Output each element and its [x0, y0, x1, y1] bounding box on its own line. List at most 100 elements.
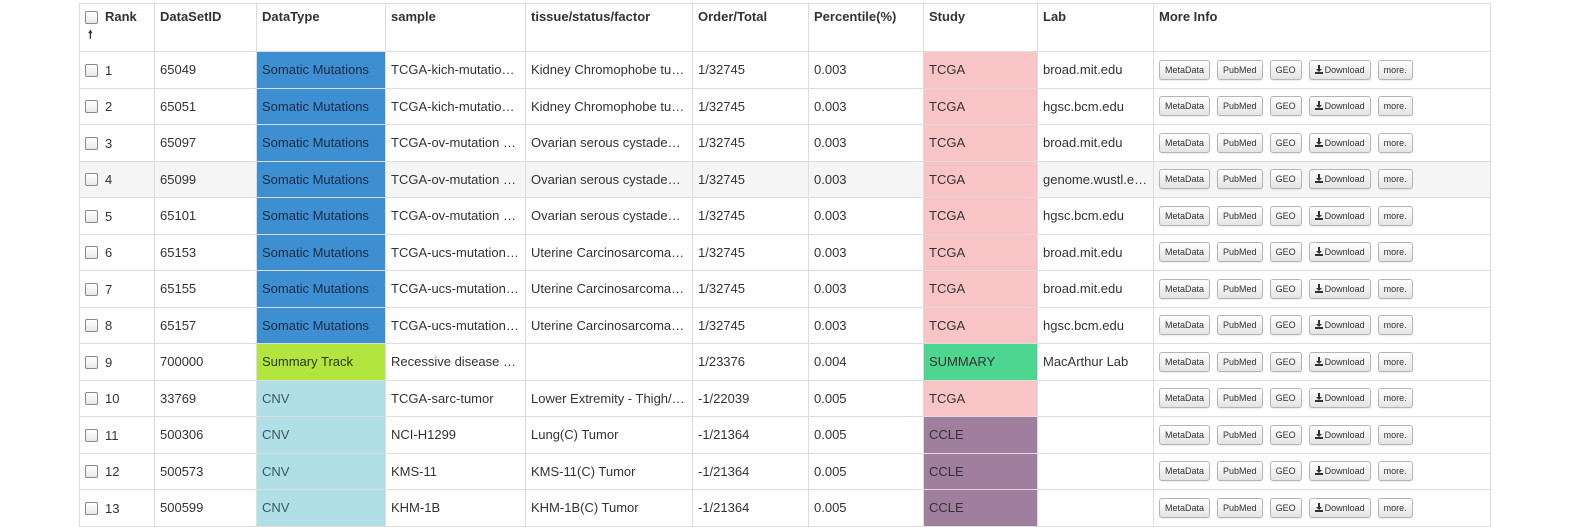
row-select-checkbox[interactable] [85, 465, 98, 479]
header-percentile[interactable]: Percentile(%) [808, 3, 924, 52]
metadata-button[interactable]: MetaData [1159, 205, 1211, 226]
metadata-button[interactable]: MetaData [1159, 424, 1211, 445]
percentile-cell: 0.003 [808, 306, 924, 344]
more-button[interactable]: more. [1377, 388, 1413, 409]
metadata-button[interactable]: MetaData [1159, 242, 1211, 263]
pubmed-button[interactable]: PubMed [1217, 461, 1263, 482]
more-button[interactable]: more. [1377, 315, 1413, 336]
more-button[interactable]: more. [1377, 424, 1413, 445]
download-button[interactable]: Download [1308, 315, 1371, 336]
more-button[interactable]: more. [1377, 132, 1413, 153]
metadata-button[interactable]: MetaData [1159, 497, 1211, 518]
download-button[interactable]: Download [1308, 424, 1371, 445]
geo-button[interactable]: GEO [1269, 205, 1302, 226]
pubmed-button[interactable]: PubMed [1217, 424, 1263, 445]
more-button[interactable]: more. [1377, 497, 1413, 518]
row-select-checkbox[interactable] [85, 501, 98, 515]
download-button[interactable]: Download [1308, 242, 1371, 263]
geo-button[interactable]: GEO [1269, 388, 1302, 409]
row-select-checkbox[interactable] [85, 136, 98, 150]
download-button[interactable]: Download [1308, 351, 1371, 372]
header-tissue[interactable]: tissue/status/factor [525, 3, 693, 52]
header-dataset-id[interactable]: DataSetID [154, 3, 257, 52]
row-select-checkbox[interactable] [85, 63, 98, 77]
header-data-type[interactable]: DataType [256, 3, 386, 52]
geo-button[interactable]: GEO [1269, 59, 1302, 80]
pubmed-button[interactable]: PubMed [1217, 242, 1263, 263]
download-button[interactable]: Download [1308, 461, 1371, 482]
metadata-button[interactable]: MetaData [1159, 315, 1211, 336]
row-select-checkbox[interactable] [85, 173, 98, 187]
table-row: 7 65155 Somatic Mutations TCGA-ucs-mutation… [79, 270, 1491, 308]
header-order-total[interactable]: Order/Total [692, 3, 809, 52]
more-button[interactable]: more. [1377, 461, 1413, 482]
more-button[interactable]: more. [1377, 59, 1413, 80]
pubmed-button[interactable]: PubMed [1217, 351, 1263, 372]
row-select-checkbox[interactable] [85, 246, 98, 260]
download-button[interactable]: Download [1308, 205, 1371, 226]
order-total-cell: 1/32745 [692, 197, 809, 235]
more-button[interactable]: more. [1377, 169, 1413, 190]
download-button[interactable]: Download [1308, 132, 1371, 153]
row-select-checkbox[interactable] [85, 428, 98, 442]
percentile-cell: 0.003 [808, 124, 924, 162]
header-sample[interactable]: sample [385, 3, 526, 52]
geo-button[interactable]: GEO [1269, 351, 1302, 372]
download-button[interactable]: Download [1308, 59, 1371, 80]
pubmed-button[interactable]: PubMed [1217, 59, 1263, 80]
more-button[interactable]: more. [1377, 205, 1413, 226]
row-select-checkbox[interactable] [85, 209, 98, 223]
row-select-checkbox[interactable] [85, 355, 98, 369]
sample-cell: TCGA-ov-mutation p… [385, 197, 526, 235]
row-select-checkbox[interactable] [85, 392, 98, 406]
metadata-button[interactable]: MetaData [1159, 351, 1211, 372]
more-button[interactable]: more. [1377, 278, 1413, 299]
download-button[interactable]: Download [1308, 497, 1371, 518]
geo-button[interactable]: GEO [1269, 461, 1302, 482]
rank-value: 12 [105, 464, 120, 480]
geo-button[interactable]: GEO [1269, 169, 1302, 190]
geo-button[interactable]: GEO [1269, 497, 1302, 518]
pubmed-button[interactable]: PubMed [1217, 315, 1263, 336]
lab-cell: broad.mit.edu [1037, 51, 1154, 89]
row-select-checkbox[interactable] [85, 282, 98, 296]
geo-button[interactable]: GEO [1269, 242, 1302, 263]
download-button[interactable]: Download [1308, 169, 1371, 190]
pubmed-button[interactable]: PubMed [1217, 132, 1263, 153]
metadata-button[interactable]: MetaData [1159, 96, 1211, 117]
geo-button[interactable]: GEO [1269, 278, 1302, 299]
pubmed-button[interactable]: PubMed [1217, 497, 1263, 518]
download-label: Download [1324, 174, 1365, 185]
download-button[interactable]: Download [1308, 388, 1371, 409]
download-button[interactable]: Download [1308, 96, 1371, 117]
row-select-checkbox[interactable] [85, 100, 98, 114]
select-all-checkbox[interactable] [85, 11, 98, 25]
download-button[interactable]: Download [1308, 278, 1371, 299]
pubmed-button[interactable]: PubMed [1217, 388, 1263, 409]
row-select-checkbox[interactable] [85, 319, 98, 333]
metadata-button[interactable]: MetaData [1159, 461, 1211, 482]
metadata-button[interactable]: MetaData [1159, 132, 1211, 153]
header-rank[interactable]: Rank 🠕 [79, 3, 155, 52]
pubmed-button[interactable]: PubMed [1217, 278, 1263, 299]
sort-up-arrow-icon[interactable]: 🠕 [88, 29, 93, 42]
order-total-cell: 1/32745 [692, 51, 809, 89]
pubmed-button[interactable]: PubMed [1217, 96, 1263, 117]
geo-button[interactable]: GEO [1269, 424, 1302, 445]
metadata-button[interactable]: MetaData [1159, 59, 1211, 80]
header-study[interactable]: Study [923, 3, 1038, 52]
metadata-button[interactable]: MetaData [1159, 169, 1211, 190]
pubmed-button[interactable]: PubMed [1217, 169, 1263, 190]
more-button[interactable]: more. [1377, 242, 1413, 263]
more-button[interactable]: more. [1377, 96, 1413, 117]
metadata-button[interactable]: MetaData [1159, 278, 1211, 299]
metadata-button[interactable]: MetaData [1159, 388, 1211, 409]
rank-value: 3 [105, 135, 113, 151]
more-button[interactable]: more. [1377, 351, 1413, 372]
rank-value: 4 [105, 172, 113, 188]
pubmed-button[interactable]: PubMed [1217, 205, 1263, 226]
geo-button[interactable]: GEO [1269, 315, 1302, 336]
geo-button[interactable]: GEO [1269, 96, 1302, 117]
geo-button[interactable]: GEO [1269, 132, 1302, 153]
header-lab[interactable]: Lab [1037, 3, 1154, 52]
